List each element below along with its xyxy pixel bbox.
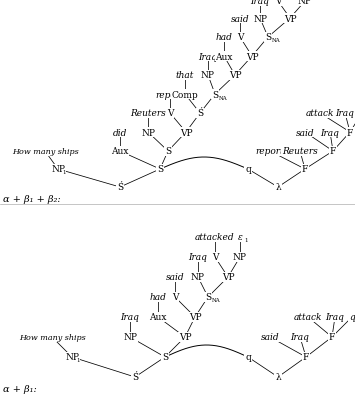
Text: Ś: Ś — [132, 373, 138, 381]
Text: V: V — [167, 109, 173, 118]
Text: NP: NP — [65, 352, 79, 362]
Text: NA: NA — [219, 95, 228, 100]
Text: α + β₁ + β₂:: α + β₁ + β₂: — [3, 195, 61, 204]
Text: attack: attack — [306, 109, 334, 118]
Text: Aux: Aux — [215, 53, 233, 61]
Text: F: F — [347, 128, 353, 137]
Text: NP: NP — [123, 333, 137, 342]
Text: Iraq: Iraq — [189, 253, 207, 262]
Text: F: F — [329, 333, 335, 342]
Text: NP: NP — [201, 71, 215, 80]
Text: V: V — [212, 253, 218, 262]
Text: NA: NA — [212, 298, 221, 303]
Text: q: q — [245, 165, 251, 174]
Text: had: had — [149, 293, 166, 302]
Text: said: said — [261, 333, 279, 342]
Text: Iraq: Iraq — [335, 109, 354, 118]
Text: Reuters: Reuters — [130, 109, 166, 118]
Text: that: that — [176, 71, 194, 80]
Text: NP: NP — [51, 165, 65, 174]
Text: V: V — [172, 293, 178, 302]
Text: Aux: Aux — [149, 313, 167, 322]
Text: V: V — [237, 33, 243, 43]
Text: did: did — [113, 128, 127, 137]
Text: Ś: Ś — [197, 109, 203, 118]
Text: NP: NP — [141, 128, 155, 137]
Text: ε: ε — [237, 233, 242, 242]
Text: λ: λ — [275, 183, 281, 192]
Text: q: q — [245, 352, 251, 362]
Text: Iraq: Iraq — [198, 53, 217, 61]
Text: VP: VP — [229, 71, 241, 80]
Text: How many ships: How many ships — [18, 333, 85, 341]
Text: NP: NP — [253, 14, 267, 23]
Text: attack: attack — [294, 313, 322, 322]
Text: VP: VP — [179, 333, 191, 342]
Text: 1: 1 — [244, 238, 247, 243]
Text: NP: NP — [298, 0, 312, 6]
Text: Reuters: Reuters — [282, 147, 318, 156]
Text: VP: VP — [189, 313, 201, 322]
Text: S: S — [162, 352, 168, 362]
Text: S: S — [157, 165, 163, 174]
Text: VP: VP — [246, 53, 258, 61]
Text: S: S — [212, 90, 218, 99]
Text: NP: NP — [191, 273, 205, 282]
Text: V: V — [275, 0, 281, 6]
Text: VP: VP — [222, 273, 234, 282]
Text: attacked: attacked — [195, 233, 235, 242]
Text: said: said — [166, 273, 184, 282]
Text: Ś: Ś — [117, 183, 123, 192]
Text: NA: NA — [272, 38, 281, 43]
Text: report: report — [256, 147, 284, 156]
Text: F: F — [303, 352, 309, 362]
Text: S: S — [265, 33, 271, 43]
Text: Comp: Comp — [171, 90, 198, 99]
Text: λ: λ — [275, 373, 281, 381]
Text: F: F — [330, 147, 336, 156]
Text: Iraq: Iraq — [326, 313, 344, 322]
Text: Aux: Aux — [111, 147, 129, 156]
Text: Iraq: Iraq — [121, 313, 140, 322]
Text: q: q — [349, 313, 355, 322]
Text: report: report — [156, 90, 184, 99]
Text: S: S — [205, 293, 211, 302]
Text: said: said — [231, 14, 249, 23]
Text: said: said — [296, 128, 314, 137]
Text: 1: 1 — [76, 358, 80, 363]
Text: S: S — [165, 147, 171, 156]
Text: Iraq: Iraq — [251, 0, 269, 6]
Text: Iraq: Iraq — [290, 333, 310, 342]
Text: α + β₁:: α + β₁: — [3, 385, 37, 393]
Text: VP: VP — [180, 128, 192, 137]
Text: F: F — [302, 165, 308, 174]
Text: VP: VP — [284, 14, 296, 23]
Text: NP: NP — [233, 253, 247, 262]
Text: 1: 1 — [62, 170, 66, 175]
Text: Iraq: Iraq — [321, 128, 339, 137]
Text: How many ships: How many ships — [12, 148, 78, 156]
Text: had: had — [215, 33, 233, 43]
